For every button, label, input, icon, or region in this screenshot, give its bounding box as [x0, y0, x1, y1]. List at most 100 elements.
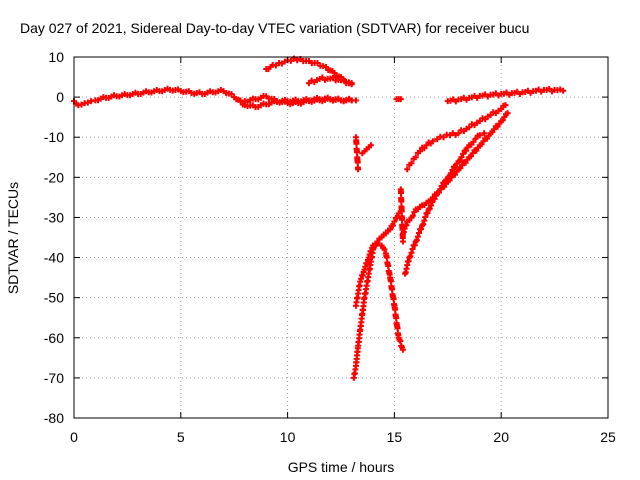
data-point [457, 157, 464, 164]
data-point [449, 166, 456, 173]
y-tick-label: 10 [48, 49, 64, 65]
data-point [447, 170, 454, 177]
data-point [391, 218, 398, 225]
data-point [370, 242, 377, 249]
data-point [409, 212, 416, 219]
chart-title: Day 027 of 2021, Sidereal Day-to-day VTE… [20, 20, 529, 36]
data-point [434, 136, 441, 143]
data-point [422, 213, 429, 220]
data-point [394, 325, 401, 332]
data-point [367, 142, 374, 149]
y-tick-label: -60 [44, 330, 64, 346]
data-point [498, 106, 505, 113]
data-point [287, 57, 294, 64]
x-tick-label: 25 [600, 429, 616, 445]
data-point [383, 254, 390, 261]
y-tick-label: -80 [44, 410, 64, 426]
data-point [294, 57, 301, 64]
data-point [78, 101, 85, 108]
series-track-f [352, 240, 406, 353]
data-point [421, 217, 428, 224]
y-tick-label: -20 [44, 169, 64, 185]
data-point [424, 210, 431, 217]
series-track-b [241, 93, 355, 108]
x-tick-label: 0 [70, 429, 78, 445]
data-point [452, 163, 459, 170]
x-tick-label: 5 [177, 429, 185, 445]
data-point [502, 102, 509, 109]
data-point [393, 315, 400, 322]
data-point [463, 147, 470, 154]
data-point [397, 96, 404, 103]
data-point [340, 76, 347, 83]
series-track-h [352, 134, 362, 173]
data-point [353, 140, 360, 147]
data-point [481, 130, 488, 137]
data-point [415, 230, 422, 237]
data-point [387, 226, 394, 233]
y-axis-label: SDTVAR / TECUs [5, 182, 21, 294]
x-tick-label: 10 [280, 429, 296, 445]
data-point [389, 222, 396, 229]
data-point [560, 87, 567, 94]
y-tick-label: -30 [44, 209, 64, 225]
y-tick-label: 0 [56, 89, 64, 105]
data-point [374, 240, 381, 247]
grid [74, 57, 608, 418]
data-point [404, 166, 411, 173]
data-point [413, 237, 420, 244]
axis-ticks: 0 5 10 15 20 25 10 0 -10 -20 -30 -40 -50 -60 -70 -80 [44, 49, 616, 445]
data-point [355, 166, 362, 173]
data-point [272, 62, 279, 69]
data-point [392, 306, 399, 313]
data-point [441, 179, 448, 186]
data-point [438, 183, 445, 190]
data-point [348, 97, 355, 104]
data-point [426, 205, 433, 212]
series-track-m [397, 186, 406, 245]
data-point [411, 242, 418, 249]
data-point [504, 110, 511, 117]
data-point [412, 154, 419, 161]
data-point [399, 238, 406, 245]
series-track-k [404, 102, 509, 173]
data-point [431, 195, 438, 202]
plot-frame [73, 56, 609, 419]
series-track-d [305, 74, 355, 88]
data-point [428, 202, 435, 209]
data-point [429, 199, 436, 206]
data-point [414, 233, 421, 240]
data-point [84, 99, 91, 106]
data-point [348, 81, 355, 88]
data-point [399, 216, 406, 223]
data-point [399, 346, 406, 353]
data-points [71, 55, 567, 381]
x-tick-label: 20 [493, 429, 509, 445]
x-tick-label: 15 [387, 429, 403, 445]
data-point [408, 249, 415, 256]
data-point [420, 221, 427, 228]
data-point [409, 246, 416, 253]
data-point [398, 208, 405, 215]
series-track-l [393, 96, 404, 103]
data-point [437, 186, 444, 193]
data-point [435, 189, 442, 196]
data-point [398, 198, 405, 205]
series-track-a [71, 85, 359, 111]
data-point [354, 149, 361, 156]
data-point [458, 154, 465, 161]
data-point [407, 253, 414, 260]
data-point [399, 226, 406, 233]
y-tick-label: -10 [44, 129, 64, 145]
data-point [354, 159, 361, 166]
data-point [460, 150, 467, 157]
data-point [440, 134, 447, 141]
y-tick-label: -40 [44, 250, 64, 266]
data-point [429, 138, 436, 145]
series-track-j [402, 130, 488, 277]
data-point [381, 246, 388, 253]
y-tick-label: -50 [44, 290, 64, 306]
data-point [395, 210, 402, 217]
data-point [408, 160, 415, 167]
